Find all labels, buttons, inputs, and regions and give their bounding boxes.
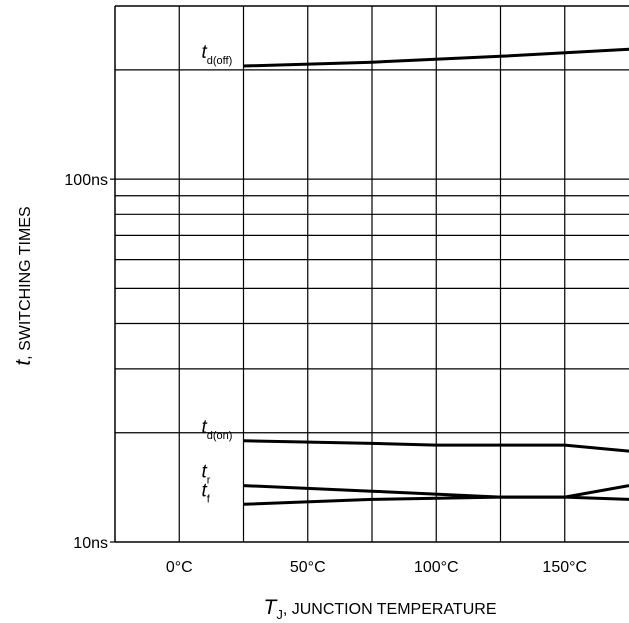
series xyxy=(243,47,629,506)
series-label-don: td(on) xyxy=(202,417,233,442)
x-tick-label: 50°C xyxy=(290,559,326,576)
x-tick-label: 100°C xyxy=(414,559,459,576)
axes: 0°C 50°C 100°C 150°C 10ns 100ns xyxy=(64,5,629,576)
y-tick-label: 100ns xyxy=(64,172,108,189)
series-line-f xyxy=(243,495,629,506)
series-label-f: tf xyxy=(202,480,211,505)
x-axis-title: TJ, JUNCTION TEMPERATURE xyxy=(264,596,497,622)
series-line-doff xyxy=(243,47,629,68)
y-tick-label: 10ns xyxy=(73,535,108,552)
grid xyxy=(115,6,629,542)
series-label-r: tr xyxy=(202,462,211,487)
x-tick-label: 150°C xyxy=(542,559,587,576)
series-line-don xyxy=(243,439,629,453)
x-tick-label: 0°C xyxy=(166,559,193,576)
series-label-doff: td(off) xyxy=(202,42,233,67)
y-axis-title: t, SWITCHING TIMES xyxy=(12,206,35,365)
